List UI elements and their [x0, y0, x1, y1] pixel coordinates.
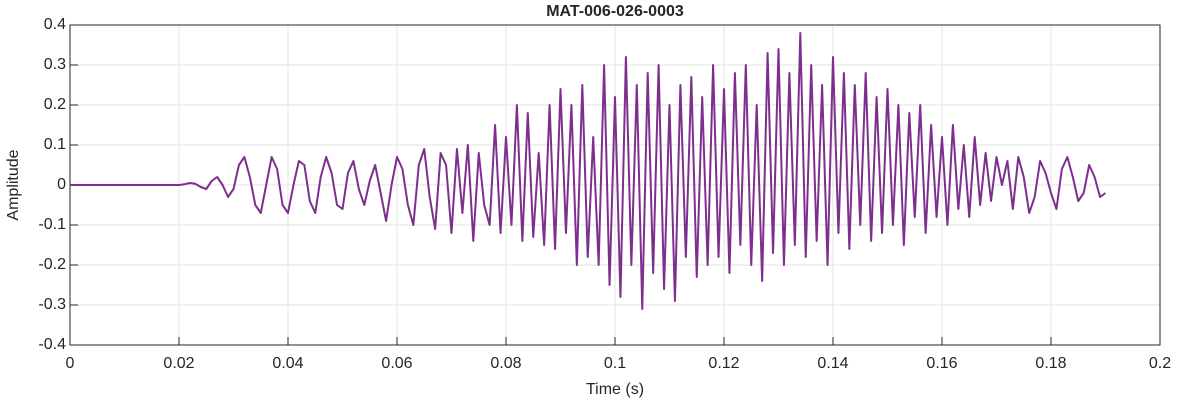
y-tick-label: -0.1 [38, 216, 66, 233]
x-tick-label: 0.08 [490, 355, 521, 372]
y-tick-label: 0.2 [44, 96, 66, 113]
y-tick-label: -0.3 [38, 296, 66, 313]
y-tick-label: 0.3 [44, 56, 66, 73]
y-tick-label: -0.2 [38, 256, 66, 273]
y-tick-label: 0 [57, 176, 66, 193]
waveform-line [70, 32, 1107, 310]
x-tick-label: 0.04 [272, 355, 303, 372]
y-axis-label: Amplitude [5, 149, 22, 220]
x-tick-label: 0.18 [1035, 355, 1066, 372]
y-tick-label: -0.4 [38, 336, 66, 353]
x-tick-label: 0.16 [926, 355, 957, 372]
x-tick-label: 0.06 [381, 355, 412, 372]
y-tick-label: 0.1 [44, 136, 66, 153]
x-axis-label: Time (s) [586, 381, 644, 398]
x-tick-label: 0.02 [163, 355, 194, 372]
x-tick-label: 0.12 [708, 355, 739, 372]
x-tick-label: 0.1 [604, 355, 626, 372]
chart-title: MAT-006-026-0003 [546, 3, 684, 20]
x-tick-label: 0.2 [1149, 355, 1171, 372]
x-tick-label: 0 [66, 355, 75, 372]
y-tick-label: 0.4 [44, 16, 66, 33]
x-tick-label: 0.14 [817, 355, 848, 372]
